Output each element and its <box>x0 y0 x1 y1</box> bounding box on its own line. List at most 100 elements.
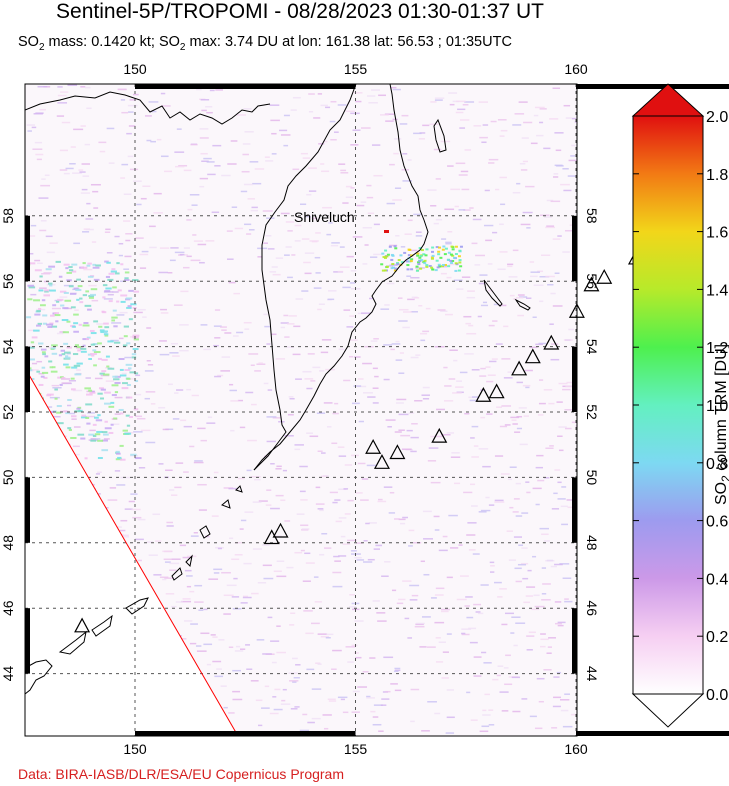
noise-pixel <box>128 125 136 127</box>
noise-pixel <box>39 229 47 232</box>
noise-pixel <box>550 292 556 295</box>
noise-pixel-hot <box>56 300 60 303</box>
noise-pixel-hot <box>89 329 95 332</box>
noise-pixel <box>144 370 154 372</box>
lat-tick-label-left: 44 <box>0 666 16 682</box>
noise-pixel <box>467 290 475 292</box>
noise-pixel <box>464 353 474 355</box>
noise-pixel <box>329 491 338 494</box>
noise-pixel <box>565 385 574 388</box>
noise-pixel <box>232 690 241 693</box>
noise-pixel-hot <box>73 330 79 333</box>
noise-pixel-hot <box>68 429 72 432</box>
noise-pixel-hot <box>86 264 91 267</box>
noise-pixel <box>554 563 563 566</box>
noise-pixel <box>386 282 395 285</box>
noise-pixel-hot <box>133 408 139 411</box>
noise-pixel <box>367 212 375 215</box>
noise-pixel <box>520 223 531 226</box>
colorbar-label-so: SO <box>713 482 729 505</box>
noise-pixel <box>440 310 448 312</box>
noise-pixel-hot <box>65 356 71 359</box>
noise-pixel <box>271 132 277 135</box>
noise-pixel-hot <box>61 353 66 356</box>
noise-pixel <box>121 536 129 538</box>
noise-pixel <box>406 275 412 277</box>
noise-pixel <box>127 155 134 158</box>
noise-pixel <box>504 683 513 686</box>
noise-pixel <box>121 372 127 375</box>
noise-pixel <box>420 332 428 335</box>
lat-tick-label-left: 48 <box>0 535 16 551</box>
noise-pixel <box>233 335 239 337</box>
noise-pixel <box>552 238 561 240</box>
noise-pixel <box>293 677 300 679</box>
noise-pixel <box>501 358 511 360</box>
noise-pixel <box>292 353 301 356</box>
noise-pixel <box>99 150 106 153</box>
noise-pixel <box>538 700 544 703</box>
noise-pixel <box>349 282 356 284</box>
noise-pixel <box>230 429 235 432</box>
noise-pixel <box>34 259 41 262</box>
noise-pixel <box>411 594 419 597</box>
noise-pixel <box>562 168 569 170</box>
noise-pixel <box>402 326 410 329</box>
noise-pixel <box>354 620 364 622</box>
noise-pixel-hot <box>99 372 105 375</box>
noise-pixel-hot <box>121 387 129 390</box>
noise-pixel <box>332 501 338 504</box>
noise-pixel <box>554 601 562 603</box>
noise-pixel <box>144 397 150 400</box>
so2-plume-pixel <box>428 265 432 268</box>
noise-pixel <box>246 469 252 472</box>
noise-pixel <box>250 209 259 212</box>
noise-pixel <box>338 517 347 519</box>
noise-pixel <box>353 92 363 94</box>
noise-pixel <box>254 370 261 372</box>
noise-pixel-hot <box>93 364 97 367</box>
noise-pixel <box>123 220 131 222</box>
noise-pixel <box>303 261 311 264</box>
karaginsky-island <box>433 118 447 153</box>
noise-pixel <box>398 413 409 416</box>
noise-pixel <box>553 676 560 678</box>
noise-pixel <box>158 463 164 465</box>
noise-pixel-hot <box>82 344 86 347</box>
noise-pixel <box>472 218 482 221</box>
noise-pixel <box>267 389 273 391</box>
noise-pixel <box>176 389 184 391</box>
noise-pixel <box>334 499 341 501</box>
noise-pixel <box>430 205 437 207</box>
colorbar-tick-label: 0.2 <box>706 629 728 646</box>
so2-plume-pixel <box>430 250 434 253</box>
noise-pixel <box>376 612 386 614</box>
noise-pixel-hot <box>74 344 79 347</box>
noise-pixel <box>561 486 567 488</box>
noise-pixel <box>38 372 45 375</box>
noise-pixel-hot <box>39 275 43 278</box>
noise-pixel <box>469 399 477 402</box>
noise-pixel <box>484 693 490 696</box>
noise-pixel <box>381 698 390 700</box>
noise-pixel-hot <box>82 338 89 341</box>
noise-pixel <box>195 645 202 647</box>
noise-pixel <box>408 412 415 414</box>
noise-pixel <box>137 518 146 521</box>
noise-pixel <box>191 204 198 206</box>
noise-pixel <box>374 375 379 378</box>
noise-pixel <box>145 441 156 444</box>
noise-pixel <box>284 336 290 338</box>
noise-pixel <box>189 590 195 593</box>
noise-pixel <box>112 291 119 293</box>
noise-pixel <box>280 703 291 705</box>
noise-pixel <box>51 384 60 387</box>
noise-pixel <box>317 663 322 665</box>
so2-plume-pixel <box>451 248 455 251</box>
colorbar-tick-label: 1.8 <box>706 167 728 184</box>
so2-plume-pixel <box>431 254 435 257</box>
swath-edge-line <box>25 367 239 736</box>
noise-pixel <box>331 242 340 244</box>
lon-tick-label-bottom: 150 <box>123 741 147 757</box>
noise-pixel <box>495 343 503 345</box>
